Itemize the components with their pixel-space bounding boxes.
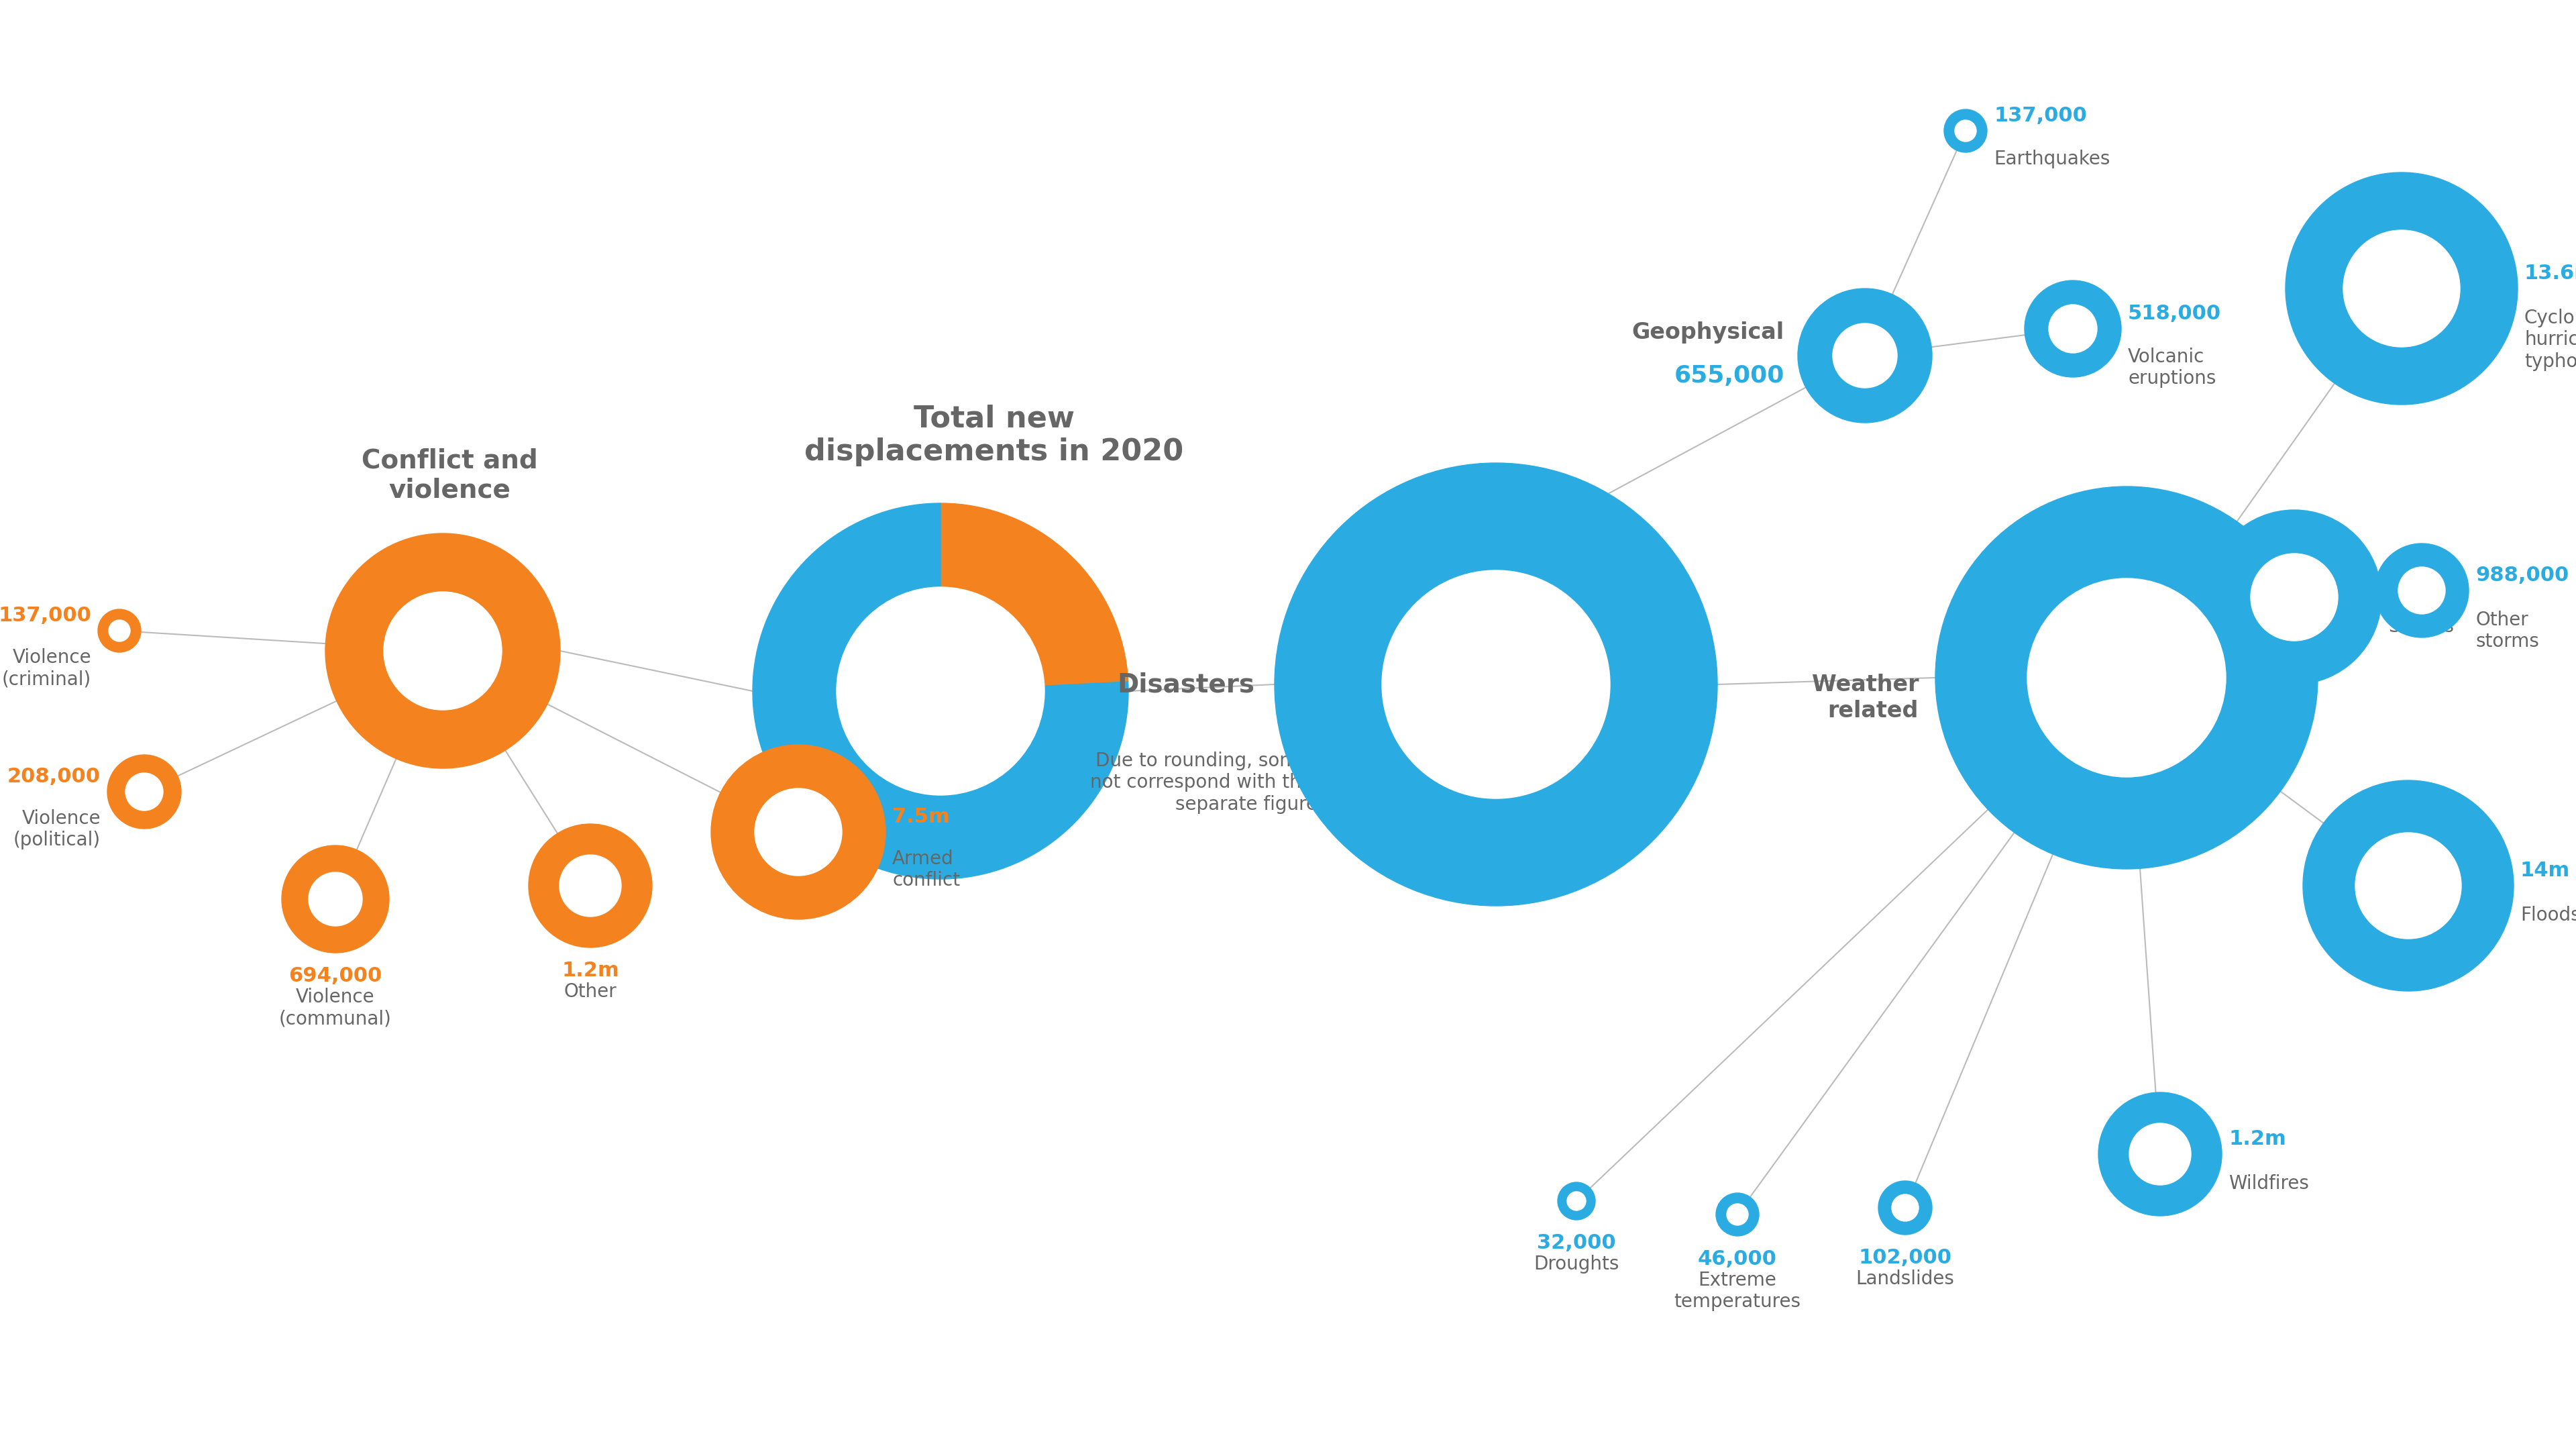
Circle shape xyxy=(2027,579,2226,777)
Text: 30.7m: 30.7m xyxy=(1432,667,1558,702)
Text: Wildfires: Wildfires xyxy=(2228,1175,2308,1193)
Circle shape xyxy=(1798,289,1932,423)
Circle shape xyxy=(384,592,502,711)
Circle shape xyxy=(711,745,886,919)
Text: 137,000: 137,000 xyxy=(1994,106,2087,126)
Circle shape xyxy=(1935,486,2318,869)
Text: Total new
displacements in 2020: Total new displacements in 2020 xyxy=(804,405,1182,467)
Text: Earthquakes: Earthquakes xyxy=(1994,149,2110,168)
Text: Landslides: Landslides xyxy=(1855,1270,1955,1288)
Text: 1.2m: 1.2m xyxy=(562,961,618,980)
Text: Weather
related: Weather related xyxy=(1811,674,1919,722)
Text: Floods: Floods xyxy=(2519,906,2576,925)
Circle shape xyxy=(2048,304,2097,352)
Text: 32,000: 32,000 xyxy=(1538,1234,1615,1253)
Circle shape xyxy=(2342,231,2460,347)
Circle shape xyxy=(325,534,559,768)
Circle shape xyxy=(755,789,842,876)
Text: 102,000: 102,000 xyxy=(1857,1248,1950,1267)
Text: 208,000: 208,000 xyxy=(8,767,100,786)
Circle shape xyxy=(108,621,131,641)
Circle shape xyxy=(1566,1192,1584,1211)
Text: 988,000: 988,000 xyxy=(2476,566,2568,586)
Text: 694,000: 694,000 xyxy=(289,966,381,986)
Circle shape xyxy=(2249,554,2336,641)
Circle shape xyxy=(2128,1124,2190,1185)
Circle shape xyxy=(1716,1193,1759,1235)
Circle shape xyxy=(2208,510,2380,684)
Text: 7.5m: 7.5m xyxy=(891,808,951,826)
Circle shape xyxy=(1381,570,1610,799)
Text: Violence
(communal): Violence (communal) xyxy=(278,987,392,1028)
Circle shape xyxy=(281,845,389,953)
Wedge shape xyxy=(940,503,1128,686)
Circle shape xyxy=(1558,1182,1595,1219)
Circle shape xyxy=(2097,1092,2221,1217)
Text: Due to rounding, some totals may
not correspond with the sum of the
separate fig: Due to rounding, some totals may not cor… xyxy=(1090,751,1419,813)
Text: Volcanic
eruptions: Volcanic eruptions xyxy=(2128,348,2215,389)
Circle shape xyxy=(1942,109,1986,152)
Text: Extreme
temperatures: Extreme temperatures xyxy=(1674,1270,1801,1311)
Circle shape xyxy=(1726,1204,1747,1225)
Text: Armed
conflict: Armed conflict xyxy=(891,850,961,890)
Circle shape xyxy=(528,824,652,947)
Text: Geophysical: Geophysical xyxy=(1631,320,1785,344)
Text: Other: Other xyxy=(564,982,616,1000)
Text: Storms: Storms xyxy=(2388,618,2452,637)
Text: 46,000: 46,000 xyxy=(1698,1250,1777,1269)
Text: 9.8m: 9.8m xyxy=(402,637,484,666)
Circle shape xyxy=(2025,280,2120,377)
Circle shape xyxy=(2398,567,2445,613)
Text: 30m: 30m xyxy=(2084,660,2169,695)
Text: 14m: 14m xyxy=(2519,861,2568,880)
Text: Conflict and
violence: Conflict and violence xyxy=(361,448,538,503)
Wedge shape xyxy=(752,503,1128,879)
Circle shape xyxy=(98,609,142,653)
Circle shape xyxy=(1891,1195,1919,1221)
Text: 137,000: 137,000 xyxy=(0,606,90,625)
Circle shape xyxy=(837,587,1043,795)
Text: Disasters: Disasters xyxy=(1115,671,1255,697)
Circle shape xyxy=(559,856,621,916)
Text: 40.5m: 40.5m xyxy=(876,673,1005,709)
Circle shape xyxy=(108,755,180,828)
Circle shape xyxy=(1878,1180,1932,1234)
Circle shape xyxy=(126,773,162,811)
Circle shape xyxy=(2354,832,2460,938)
Text: 518,000: 518,000 xyxy=(2128,304,2221,323)
Text: Violence
(criminal): Violence (criminal) xyxy=(3,648,90,689)
Circle shape xyxy=(309,873,363,927)
Text: 13.6m: 13.6m xyxy=(2524,264,2576,283)
Text: 14.6m: 14.6m xyxy=(2388,573,2460,592)
Circle shape xyxy=(1275,463,1716,906)
Circle shape xyxy=(1832,323,1896,387)
Circle shape xyxy=(1955,120,1976,142)
Text: 1.2m: 1.2m xyxy=(2228,1130,2285,1148)
Text: Other
storms: Other storms xyxy=(2476,610,2537,651)
Text: Droughts: Droughts xyxy=(1533,1254,1618,1273)
Text: 655,000: 655,000 xyxy=(1674,364,1785,387)
Circle shape xyxy=(2285,173,2517,405)
Text: Violence
(political): Violence (political) xyxy=(13,809,100,850)
Circle shape xyxy=(2375,544,2468,638)
Text: Cyclones,
hurricanes,
typhoons: Cyclones, hurricanes, typhoons xyxy=(2524,309,2576,371)
Circle shape xyxy=(2303,780,2514,990)
